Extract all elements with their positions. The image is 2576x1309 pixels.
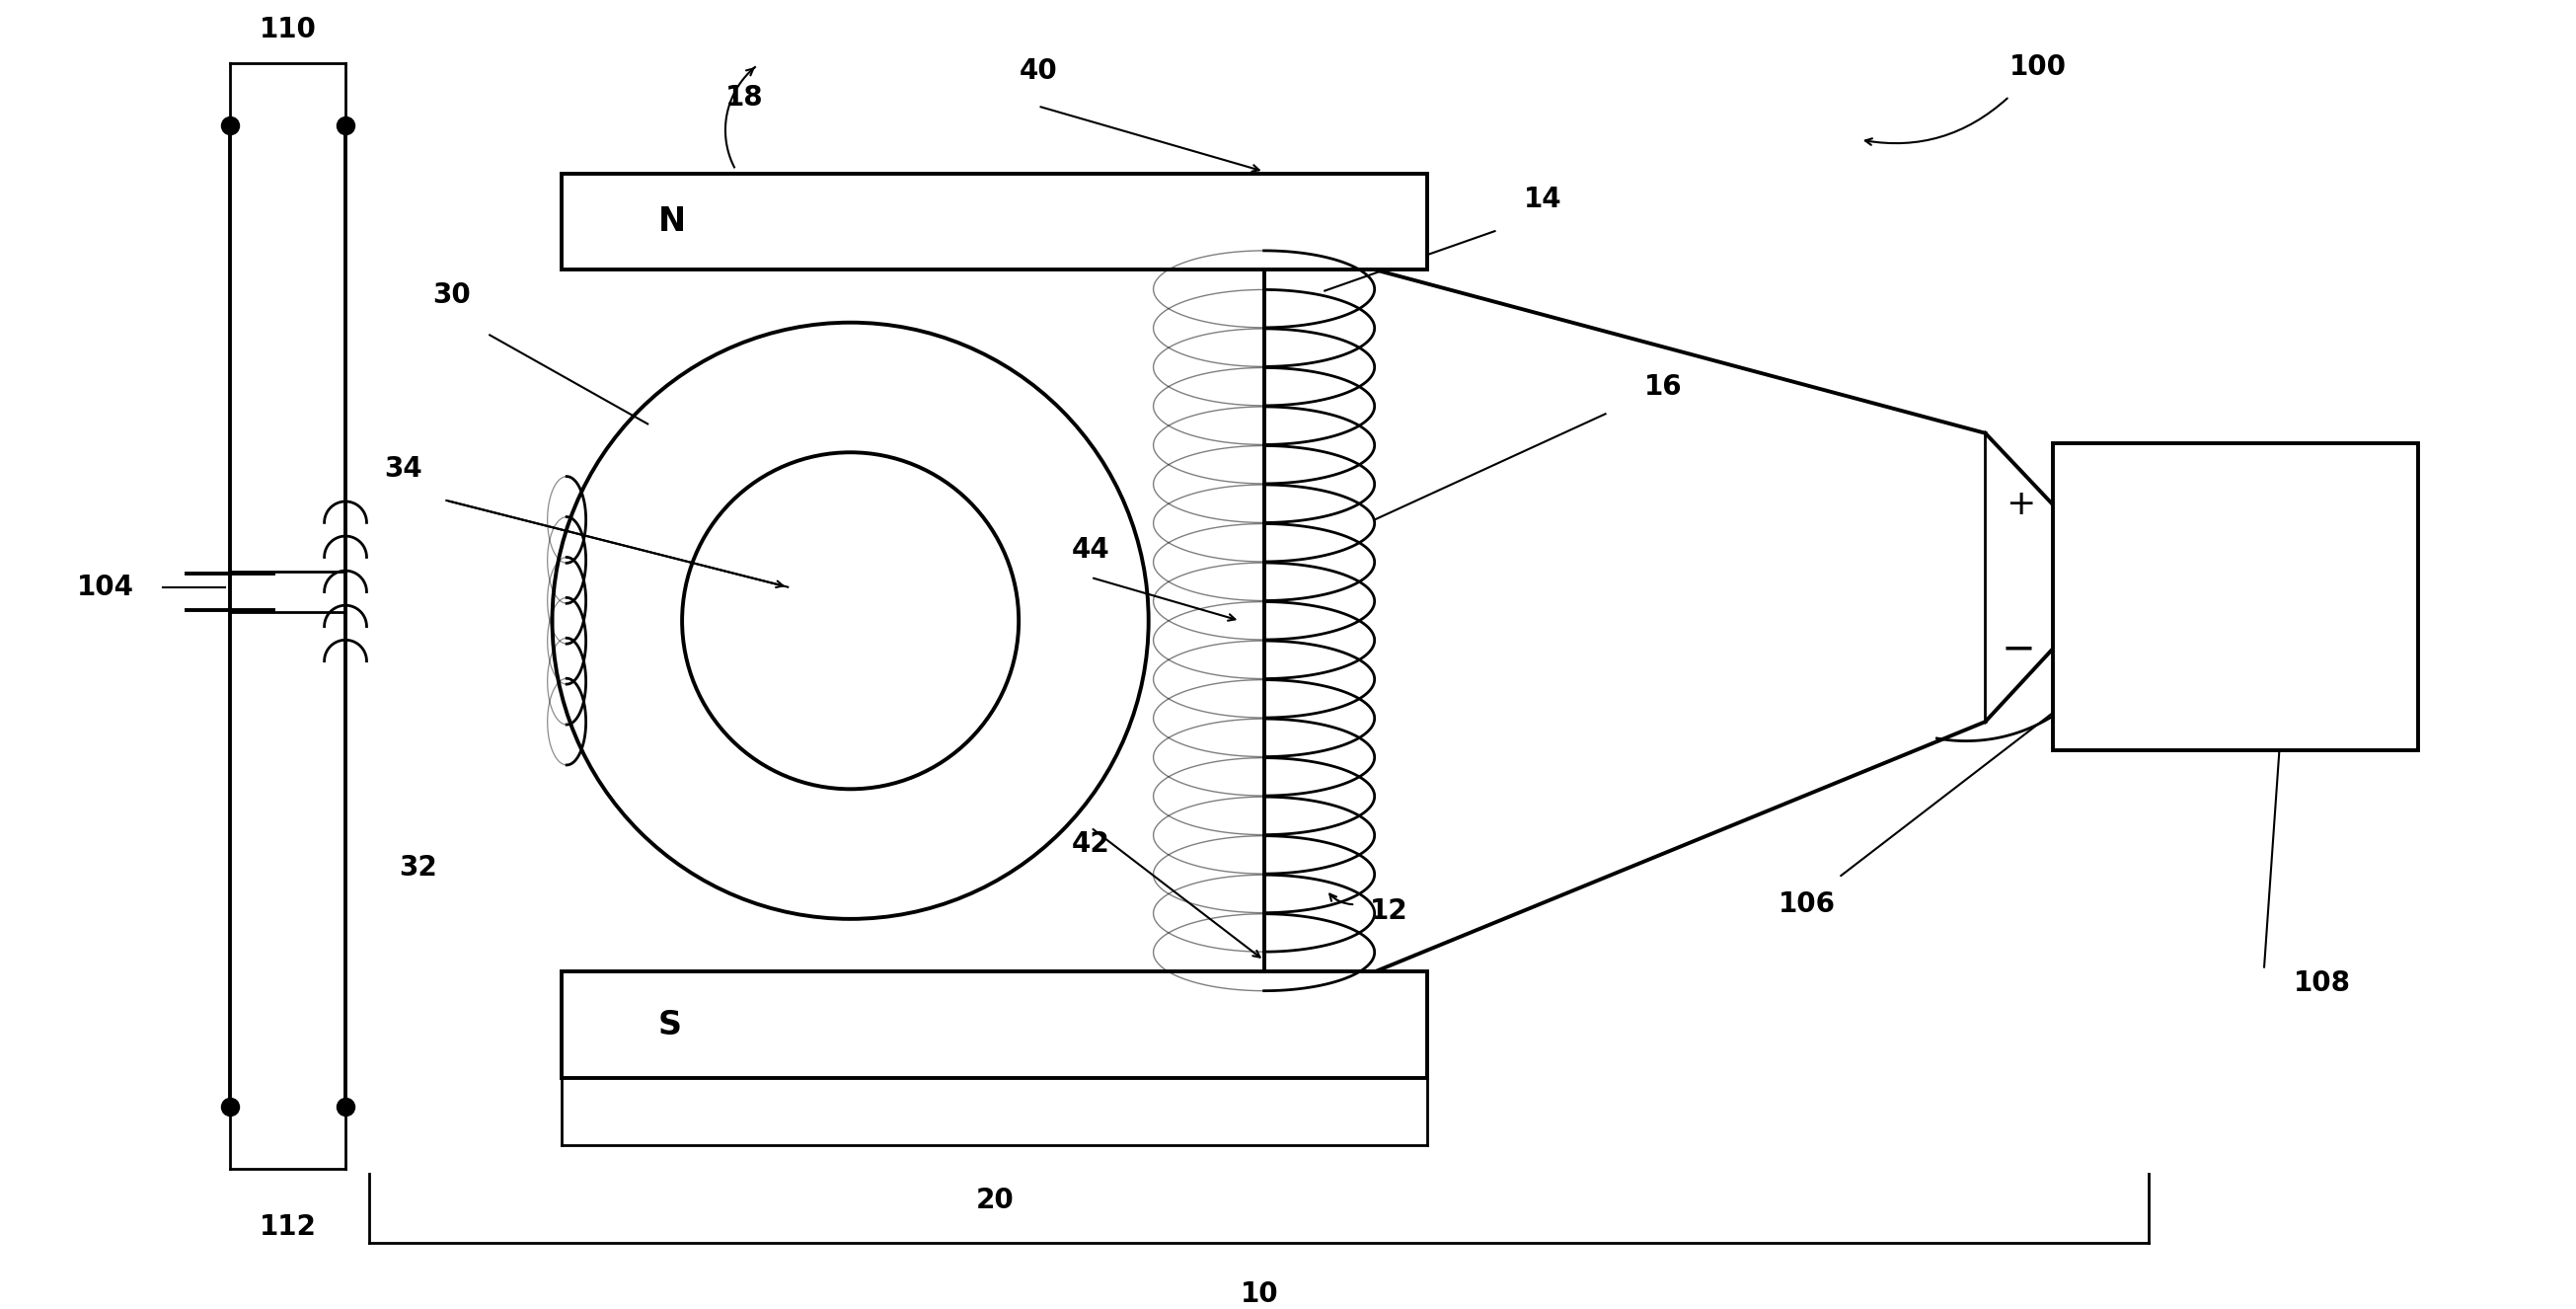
Bar: [562, 971, 1427, 1077]
Text: 104: 104: [77, 573, 134, 601]
Text: +: +: [2004, 487, 2035, 521]
Text: DC: DC: [2218, 505, 2254, 534]
Text: N: N: [657, 206, 685, 238]
Text: 40: 40: [1020, 58, 1056, 85]
Text: BIAS: BIAS: [2200, 660, 2272, 689]
Bar: [2053, 442, 2419, 750]
Text: −: −: [2002, 628, 2035, 670]
Text: 112: 112: [260, 1213, 317, 1241]
Text: S: S: [657, 1008, 683, 1041]
Text: 18: 18: [726, 84, 762, 113]
Text: 14: 14: [1525, 186, 1561, 213]
Text: TUNING: TUNING: [2192, 585, 2277, 609]
Circle shape: [683, 453, 1018, 789]
Text: 20: 20: [976, 1187, 1015, 1215]
Text: 32: 32: [399, 853, 438, 881]
Text: 16: 16: [1643, 373, 1682, 401]
Text: 44: 44: [1072, 537, 1110, 564]
Circle shape: [551, 322, 1149, 919]
Text: 12: 12: [1370, 897, 1409, 925]
Text: 30: 30: [433, 281, 471, 309]
Text: 106: 106: [1777, 890, 1837, 918]
Text: 10: 10: [1239, 1280, 1278, 1308]
Bar: [562, 173, 1427, 270]
Text: 100: 100: [2009, 54, 2066, 81]
Text: 34: 34: [384, 454, 422, 482]
Text: 108: 108: [2293, 970, 2349, 997]
Text: 110: 110: [260, 16, 317, 43]
Text: 42: 42: [1072, 830, 1110, 857]
